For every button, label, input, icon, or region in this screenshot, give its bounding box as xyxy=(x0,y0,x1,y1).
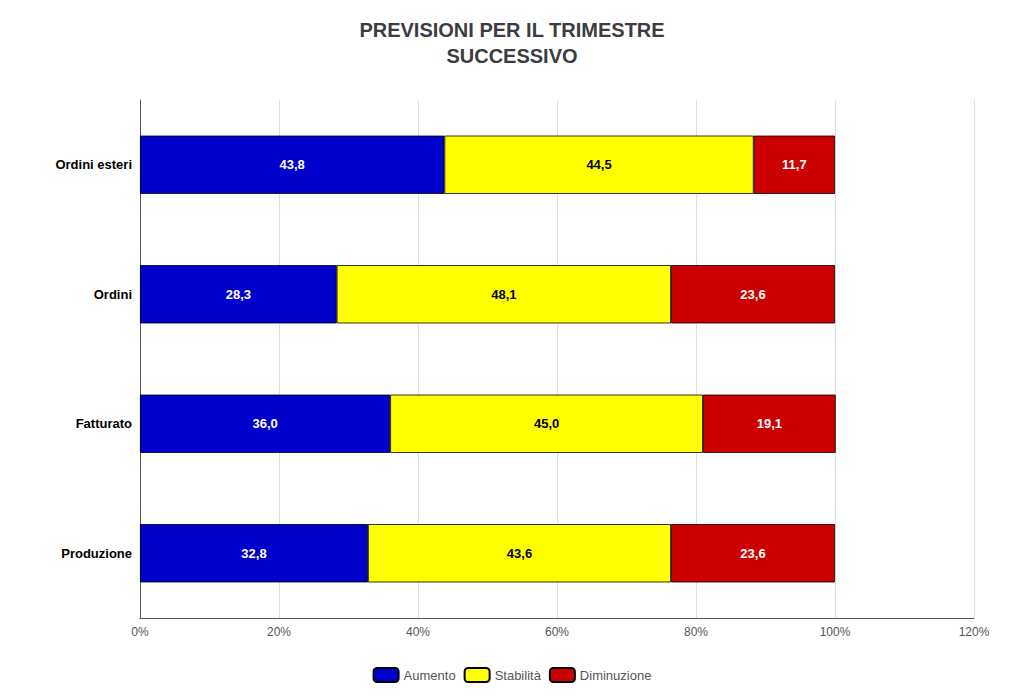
svg-text:43,8: 43,8 xyxy=(280,157,305,172)
svg-text:19,1: 19,1 xyxy=(757,416,782,431)
svg-text:32,8: 32,8 xyxy=(241,546,266,561)
svg-text:44,5: 44,5 xyxy=(586,157,611,172)
svg-text:PREVISIONI PER IL TRIMESTRE: PREVISIONI PER IL TRIMESTRE xyxy=(359,19,664,41)
svg-text:Fatturato: Fatturato xyxy=(76,416,132,431)
svg-text:23,6: 23,6 xyxy=(740,546,765,561)
svg-text:Ordini: Ordini xyxy=(94,287,132,302)
svg-text:80%: 80% xyxy=(684,625,708,639)
svg-text:11,7: 11,7 xyxy=(782,157,807,172)
svg-text:43,6: 43,6 xyxy=(507,546,532,561)
svg-text:40%: 40% xyxy=(406,625,430,639)
svg-text:Stabilità: Stabilità xyxy=(495,668,542,683)
svg-text:Diminuzione: Diminuzione xyxy=(580,668,652,683)
svg-text:36,0: 36,0 xyxy=(252,416,277,431)
svg-text:23,6: 23,6 xyxy=(740,287,765,302)
svg-text:Aumento: Aumento xyxy=(404,668,456,683)
svg-text:45,0: 45,0 xyxy=(534,416,559,431)
svg-text:28,3: 28,3 xyxy=(226,287,251,302)
svg-text:100%: 100% xyxy=(820,625,851,639)
svg-text:Ordini esteri: Ordini esteri xyxy=(55,157,132,172)
svg-text:Produzione: Produzione xyxy=(61,546,132,561)
svg-text:SUCCESSIVO: SUCCESSIVO xyxy=(446,45,577,67)
svg-text:60%: 60% xyxy=(545,625,569,639)
svg-text:0%: 0% xyxy=(131,625,149,639)
svg-text:120%: 120% xyxy=(959,625,990,639)
svg-text:20%: 20% xyxy=(267,625,291,639)
svg-text:48,1: 48,1 xyxy=(491,287,516,302)
